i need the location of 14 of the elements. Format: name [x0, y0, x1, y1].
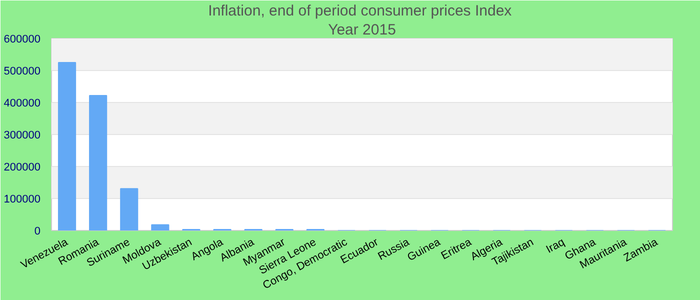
- y-tick-label: 300000: [4, 130, 41, 142]
- x-tick-label: Iraq: [544, 236, 567, 256]
- chart-subtitle: Year 2015: [328, 22, 396, 38]
- bar: [151, 224, 170, 230]
- chart-title: Inflation, end of period consumer prices Index: [208, 2, 512, 20]
- bar: [120, 188, 138, 230]
- y-tick-label: 200000: [4, 162, 41, 174]
- y-tick-label: 400000: [4, 98, 41, 110]
- bar: [58, 62, 76, 230]
- y-tick-label: 100000: [4, 194, 41, 206]
- y-tick-label: 600000: [4, 34, 41, 46]
- y-tick-label: 500000: [4, 66, 41, 78]
- y-tick-label: 0: [34, 226, 41, 238]
- bar: [89, 94, 108, 230]
